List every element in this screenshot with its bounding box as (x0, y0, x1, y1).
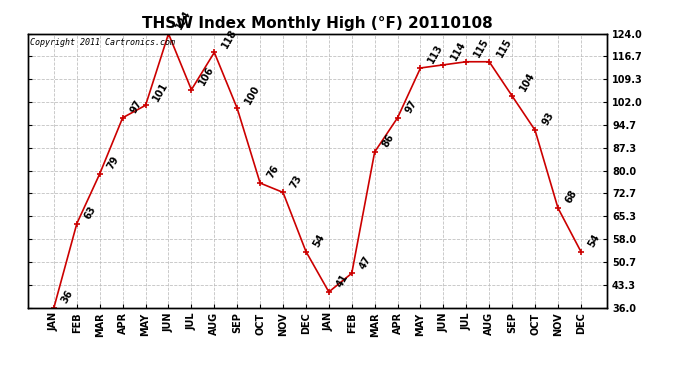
Text: 97: 97 (128, 98, 144, 115)
Text: 124: 124 (174, 8, 193, 31)
Text: 106: 106 (197, 64, 216, 87)
Text: 73: 73 (288, 173, 304, 190)
Text: 54: 54 (311, 232, 327, 249)
Text: 86: 86 (380, 132, 395, 149)
Text: 68: 68 (564, 188, 579, 205)
Text: 118: 118 (220, 27, 239, 50)
Text: 104: 104 (518, 70, 536, 93)
Text: 101: 101 (151, 80, 170, 102)
Text: 114: 114 (449, 39, 468, 62)
Text: 113: 113 (426, 43, 445, 65)
Text: Copyright 2011 Cartronics.com: Copyright 2011 Cartronics.com (30, 38, 175, 47)
Text: 79: 79 (106, 154, 121, 171)
Text: 54: 54 (586, 232, 602, 249)
Title: THSW Index Monthly High (°F) 20110108: THSW Index Monthly High (°F) 20110108 (142, 16, 493, 31)
Text: 115: 115 (472, 36, 491, 59)
Text: 47: 47 (357, 254, 373, 270)
Text: 76: 76 (266, 164, 281, 180)
Text: 41: 41 (335, 273, 350, 289)
Text: 93: 93 (540, 111, 556, 128)
Text: 36: 36 (59, 288, 75, 305)
Text: 63: 63 (82, 204, 98, 221)
Text: 115: 115 (495, 36, 513, 59)
Text: 100: 100 (243, 83, 262, 106)
Text: 97: 97 (403, 98, 419, 115)
